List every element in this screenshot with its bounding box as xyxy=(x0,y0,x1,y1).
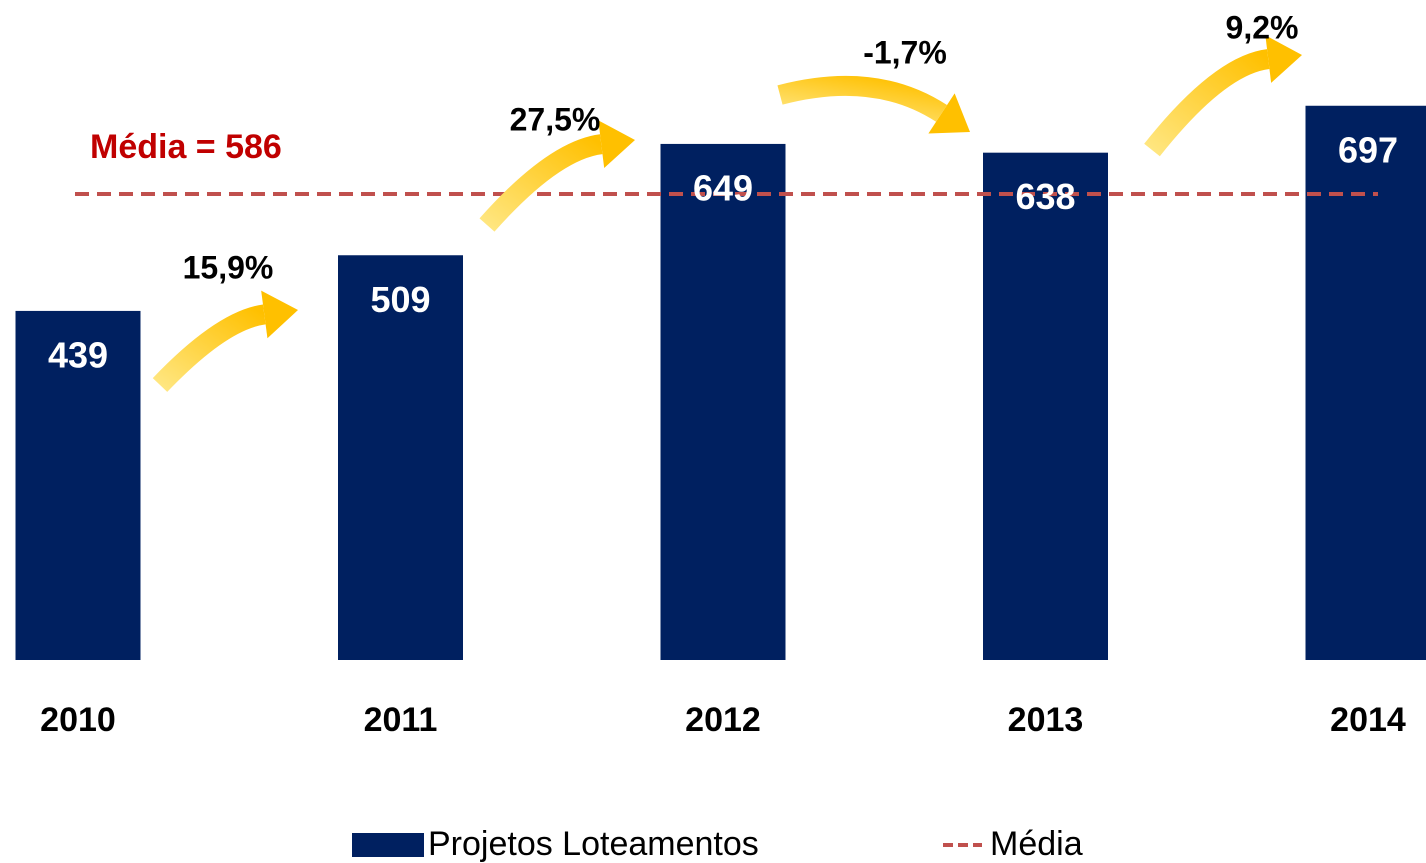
growth-label: 15,9% xyxy=(183,249,274,285)
legend-label: Projetos Loteamentos xyxy=(428,825,759,863)
growth-label: 27,5% xyxy=(510,101,601,137)
arrow-head xyxy=(261,290,298,339)
growth-arrow xyxy=(1144,35,1302,157)
value-label: 509 xyxy=(370,279,430,320)
value-label: 638 xyxy=(1015,176,1075,217)
legend-label: Média xyxy=(990,825,1083,863)
growth-arrow xyxy=(152,290,298,392)
legend-swatch xyxy=(352,833,424,857)
growth-arrow xyxy=(777,75,970,134)
arrow-head xyxy=(1265,35,1302,83)
growth-arrow xyxy=(479,120,635,232)
x-tick-label: 2012 xyxy=(685,701,761,739)
growth-label: -1,7% xyxy=(863,34,947,70)
bar xyxy=(15,310,141,660)
bar xyxy=(338,255,463,661)
value-label: 697 xyxy=(1338,129,1398,170)
value-label: 439 xyxy=(48,334,108,375)
arrow-body xyxy=(479,134,603,232)
arrow-head xyxy=(598,120,635,168)
bar xyxy=(1305,105,1426,660)
growth-label: 9,2% xyxy=(1226,9,1299,45)
bar xyxy=(660,143,786,660)
bar xyxy=(983,152,1108,661)
x-tick-label: 2010 xyxy=(40,701,116,739)
arrow-body xyxy=(777,75,947,122)
value-label: 649 xyxy=(693,167,753,208)
x-tick-label: 2011 xyxy=(364,701,438,739)
arrow-body xyxy=(1144,49,1270,157)
arrow-head xyxy=(928,93,970,134)
arrow-body xyxy=(152,304,267,392)
x-tick-label: 2013 xyxy=(1008,701,1084,739)
x-tick-label: 2014 xyxy=(1330,701,1406,739)
average-label: Média = 586 xyxy=(90,128,282,166)
